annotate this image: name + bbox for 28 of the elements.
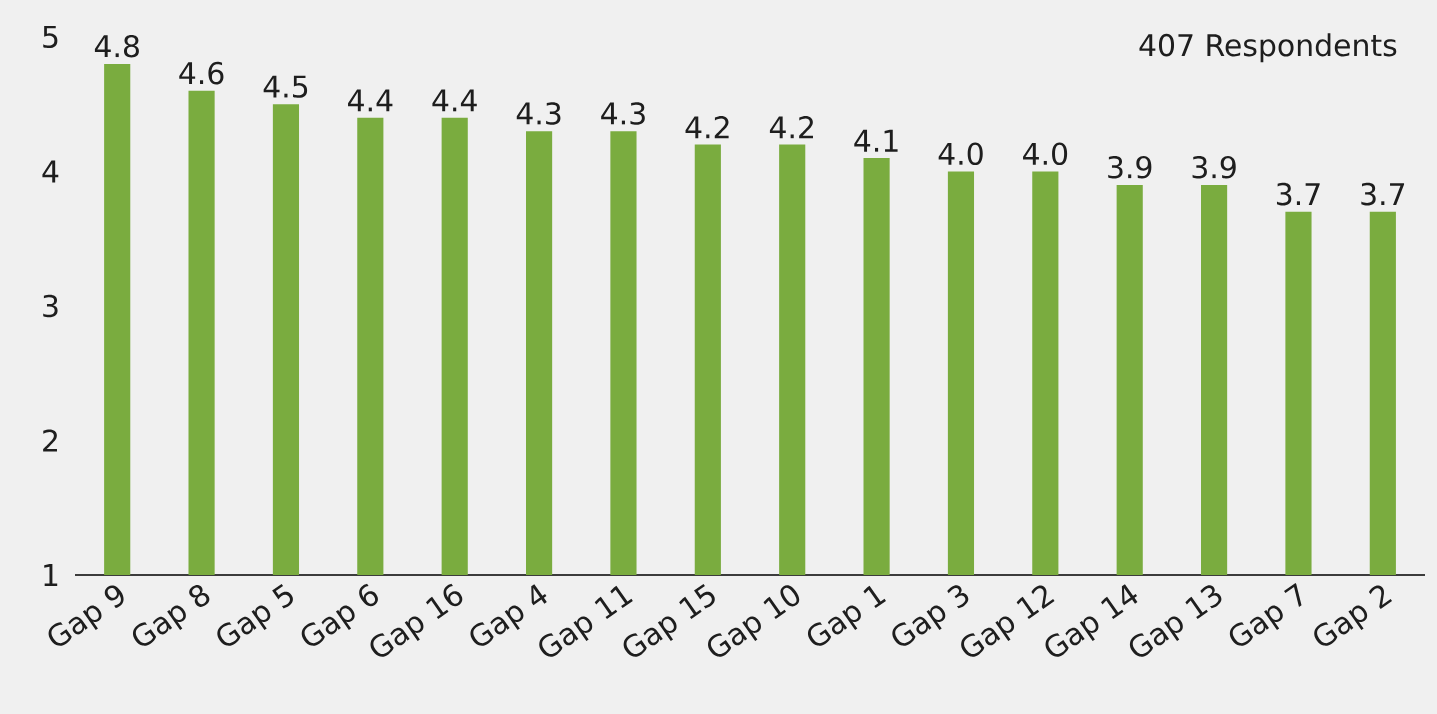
x-tick-label: Gap 5 — [217, 583, 293, 646]
x-tick-label: Gap 8 — [132, 584, 210, 646]
data-label: 4.5 — [263, 75, 308, 98]
data-label: 4.2 — [769, 116, 813, 139]
data-label: 4.0 — [1023, 142, 1068, 166]
data-label: 4.1 — [854, 129, 898, 152]
data-label: 3.7 — [1276, 182, 1320, 206]
annotation: 407 Respondents — [1139, 33, 1397, 63]
x-tick-label: Gap 7 — [1229, 582, 1302, 646]
data-label: 3.9 — [1108, 155, 1152, 179]
data-label: 3.7 — [1361, 182, 1405, 206]
y-tick-label: 1 — [44, 564, 58, 586]
data-label: 4.4 — [432, 89, 477, 112]
y-tick-label: 3 — [43, 294, 58, 318]
data-label: 3.9 — [1192, 155, 1236, 179]
data-label: 4.2 — [685, 116, 729, 139]
y-tick-label: 4 — [42, 160, 59, 183]
data-label: 4.8 — [94, 34, 139, 58]
data-label: 4.4 — [348, 89, 393, 112]
y-tick-label: 2 — [43, 429, 57, 452]
data-label: 4.0 — [938, 142, 983, 166]
data-label: 4.3 — [601, 102, 645, 125]
y-tick-label: 5 — [43, 25, 58, 49]
data-label: 4.6 — [179, 61, 224, 85]
x-tick-label: Gap 1 — [807, 585, 886, 646]
data-label: 4.3 — [516, 102, 561, 125]
x-tick-label: Gap 9 — [48, 585, 124, 646]
x-tick-label: Gap 2 — [1314, 585, 1393, 646]
